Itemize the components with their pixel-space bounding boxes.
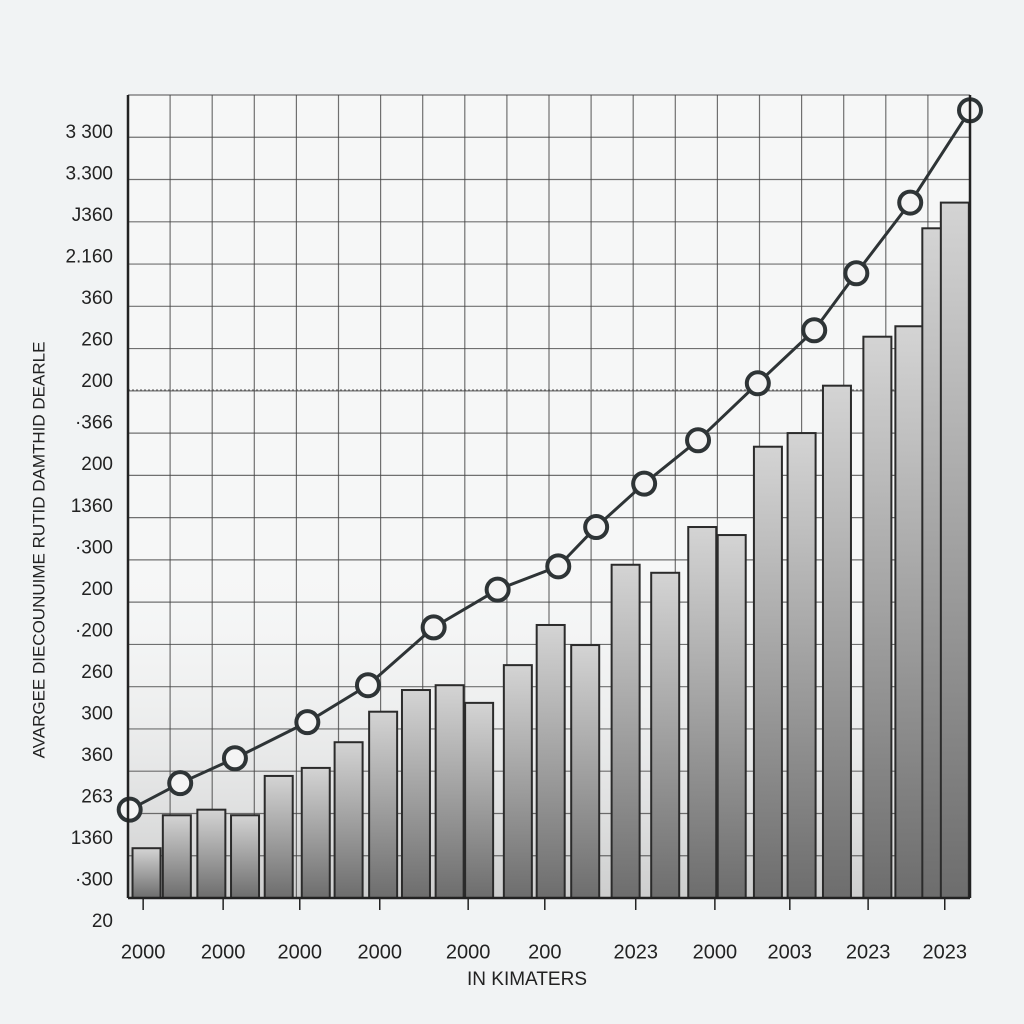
bar <box>434 684 465 900</box>
x-tick-label: 2000 <box>358 941 403 963</box>
x-tick-label: 200 <box>528 941 561 963</box>
x-tick-label: 2000 <box>121 941 166 963</box>
line-marker <box>545 553 572 580</box>
y-tick-label: 2.160 <box>65 247 113 268</box>
y-tick-label: ·300 <box>75 537 113 558</box>
bar <box>535 623 566 899</box>
bar <box>821 384 852 900</box>
line-marker <box>420 614 447 641</box>
bar <box>716 534 747 899</box>
bar <box>196 808 227 899</box>
x-tick-label: 2000 <box>693 941 738 963</box>
y-tick-label: ·200 <box>75 620 113 641</box>
line-marker <box>744 370 771 397</box>
line-marker <box>484 576 511 603</box>
line-marker <box>801 317 828 344</box>
x-tick-label: 2000 <box>446 941 491 963</box>
bar <box>786 432 817 899</box>
bar <box>464 701 495 899</box>
y-tick-label: ·366 <box>75 413 113 434</box>
x-tick-label: 2003 <box>768 941 813 963</box>
bar <box>650 571 681 899</box>
y-tick-label: 200 <box>81 579 113 600</box>
y-tick-label: 260 <box>81 662 113 683</box>
x-tick-label: 2023 <box>613 941 658 963</box>
line-marker <box>116 796 143 823</box>
y-tick-label: J360 <box>72 205 113 226</box>
y-tick-label: 3 300 <box>65 122 113 143</box>
bar <box>502 664 533 899</box>
y-tick-label: 3.300 <box>65 164 113 185</box>
y-tick-label: 263 <box>81 786 113 807</box>
line-marker <box>167 770 194 797</box>
line-marker <box>897 189 924 216</box>
x-tick-label: 2000 <box>201 941 246 963</box>
bar <box>894 325 925 900</box>
line-marker <box>685 427 712 454</box>
bar <box>230 814 261 900</box>
bar <box>862 335 893 899</box>
bar <box>131 847 162 899</box>
y-tick-label: 360 <box>81 745 113 766</box>
bar <box>687 526 718 899</box>
bar <box>939 201 970 900</box>
bar <box>161 814 192 900</box>
x-tick-label: 2023 <box>922 941 967 963</box>
x-tick-label: 2000 <box>278 941 323 963</box>
y-tick-label: 200 <box>81 371 113 392</box>
y-tick-label: 20 <box>92 911 113 932</box>
y-tick-label: 260 <box>81 330 113 351</box>
line-marker <box>583 514 610 541</box>
line-marker <box>631 470 658 497</box>
y-tick-label: 300 <box>81 703 113 724</box>
line-marker <box>354 672 381 699</box>
y-axis-title: AVARGEE DIECOUNUIME RUTID DAMTHID DEARLE <box>29 342 48 759</box>
x-tick-label: 2023 <box>846 941 891 963</box>
bar <box>300 766 331 899</box>
bar <box>752 445 783 899</box>
y-tick-label: 1360 <box>71 496 113 517</box>
y-tick-label: 200 <box>81 454 113 475</box>
bar <box>400 689 431 900</box>
bar <box>570 644 601 899</box>
bar <box>263 774 294 899</box>
line-marker <box>843 260 870 287</box>
bar <box>333 741 364 900</box>
y-tick-label: 360 <box>81 288 113 309</box>
x-axis-title: IN KIMATERS <box>467 969 587 990</box>
y-tick-label: 1360 <box>71 828 113 849</box>
line <box>128 109 972 811</box>
bar <box>368 710 399 899</box>
line-marker <box>221 745 248 772</box>
bar <box>610 563 641 899</box>
y-tick-label: ·300 <box>75 869 113 890</box>
line-marker <box>294 709 321 736</box>
